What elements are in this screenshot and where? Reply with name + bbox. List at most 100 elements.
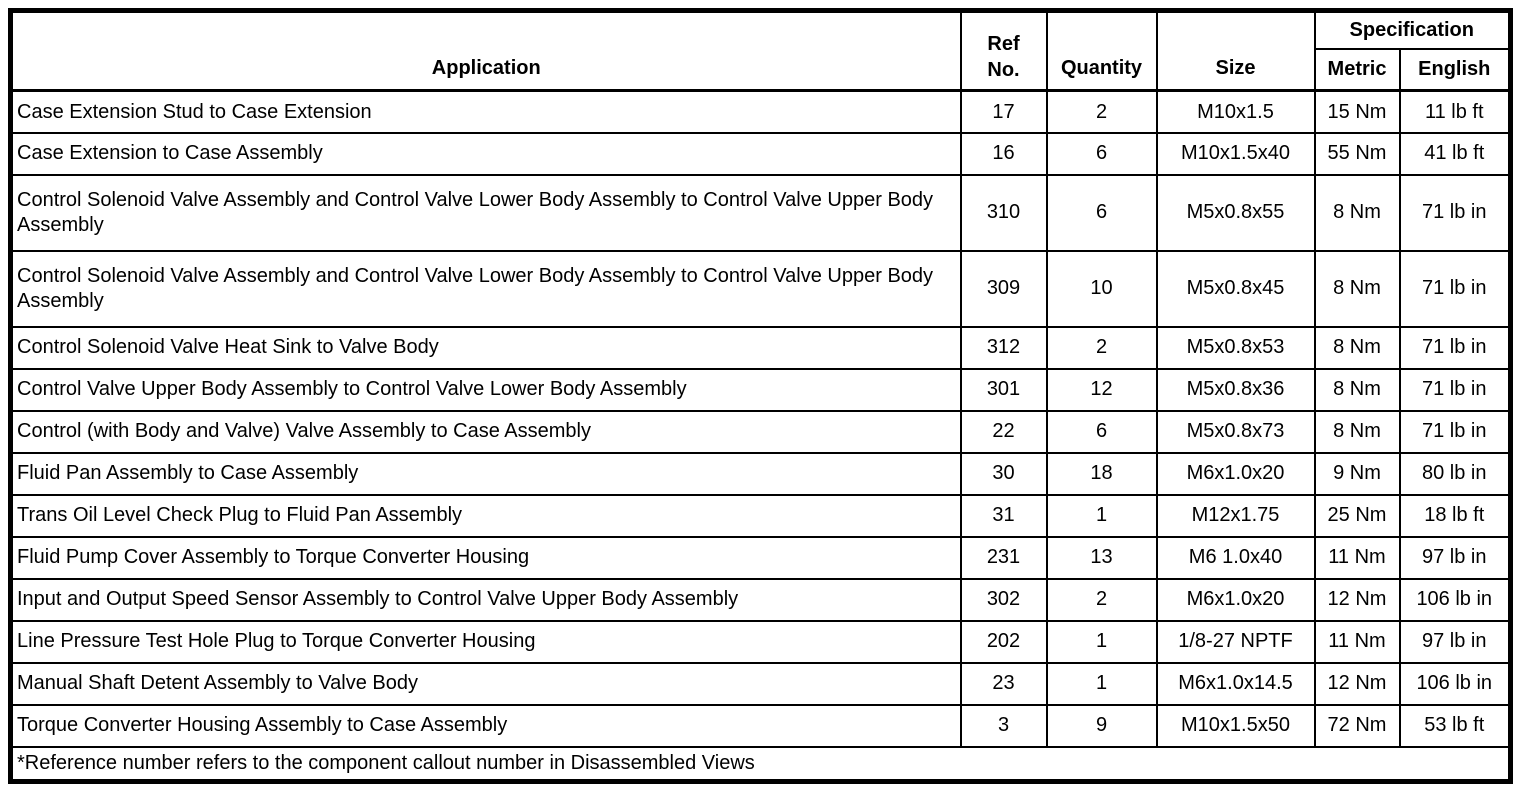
cell-english: 71 lb in	[1398, 325, 1512, 370]
cell-metric: 15 Nm	[1313, 89, 1401, 134]
cell-ref-no: 16	[959, 131, 1048, 176]
table-row: Control Solenoid Valve Assembly and Cont…	[9, 173, 1512, 252]
cell-size: M5x0.8x55	[1155, 173, 1316, 252]
cell-ref-no: 309	[959, 249, 1048, 328]
cell-ref-no: 231	[959, 535, 1048, 580]
cell-quantity: 18	[1045, 451, 1158, 496]
cell-ref-no: 202	[959, 619, 1048, 664]
cell-ref-no: 22	[959, 409, 1048, 454]
cell-size: M5x0.8x36	[1155, 367, 1316, 412]
cell-size: M6 1.0x40	[1155, 535, 1316, 580]
cell-size: M10x1.5x50	[1155, 703, 1316, 748]
cell-size: M5x0.8x73	[1155, 409, 1316, 454]
cell-application: Control Solenoid Valve Assembly and Cont…	[9, 249, 962, 328]
cell-ref-no: 301	[959, 367, 1048, 412]
cell-metric: 8 Nm	[1313, 249, 1401, 328]
cell-english: 71 lb in	[1398, 173, 1512, 252]
cell-quantity: 2	[1045, 577, 1158, 622]
cell-application: Torque Converter Housing Assembly to Cas…	[9, 703, 962, 748]
cell-metric: 11 Nm	[1313, 535, 1401, 580]
cell-ref-no: 3	[959, 703, 1048, 748]
fastener-specification-table: Application Ref No. Quantity Size Specif…	[8, 8, 1514, 784]
cell-metric: 9 Nm	[1313, 451, 1401, 496]
cell-ref-no: 31	[959, 493, 1048, 538]
cell-metric: 25 Nm	[1313, 493, 1401, 538]
table-row: Trans Oil Level Check Plug to Fluid Pan …	[9, 493, 1512, 538]
footnote-text: *Reference number refers to the componen…	[9, 745, 1512, 783]
table-row: Case Extension Stud to Case Extension 17…	[9, 89, 1512, 134]
col-header-application: Application	[9, 9, 962, 92]
cell-english: 71 lb in	[1398, 249, 1512, 328]
table-row: Control Valve Upper Body Assembly to Con…	[9, 367, 1512, 412]
cell-application: Control Solenoid Valve Assembly and Cont…	[9, 173, 962, 252]
cell-application: Fluid Pan Assembly to Case Assembly	[9, 451, 962, 496]
table-body: Case Extension Stud to Case Extension 1 7…	[9, 89, 1512, 748]
cell-metric: 8 Nm	[1313, 409, 1401, 454]
cell-size: M6x1.0x20	[1155, 451, 1316, 496]
cell-quantity: 12	[1045, 367, 1158, 412]
cell-metric: 8 Nm	[1313, 173, 1401, 252]
cell-english: 106 lb in	[1398, 577, 1512, 622]
cell-quantity: 1	[1045, 661, 1158, 706]
col-header-quantity: Quantity	[1045, 9, 1158, 92]
footnote-row: *Reference number refers to the componen…	[9, 745, 1512, 783]
cell-size: M5x0.8x53	[1155, 325, 1316, 370]
cell-metric: 12 Nm	[1313, 661, 1401, 706]
cell-size: M5x0.8x45	[1155, 249, 1316, 328]
table-row: Input and Output Speed Sensor Assembly t…	[9, 577, 1512, 622]
cell-size: 1/8-27 NPTF	[1155, 619, 1316, 664]
cell-application: Control Solenoid Valve Heat Sink to Valv…	[9, 325, 962, 370]
cell-english: 97 lb in	[1398, 535, 1512, 580]
table-row: Manual Shaft Detent Assembly to Valve Bo…	[9, 661, 1512, 706]
cell-application: Case Extension Stud to Case Extension	[9, 89, 962, 134]
cell-quantity: 9	[1045, 703, 1158, 748]
cell-quantity: 6	[1045, 173, 1158, 252]
table-row: Torque Converter Housing Assembly to Cas…	[9, 703, 1512, 748]
cell-english: 97 lb in	[1398, 619, 1512, 664]
cell-application: Trans Oil Level Check Plug to Fluid Pan …	[9, 493, 962, 538]
cell-quantity: 6	[1045, 131, 1158, 176]
cell-metric: 72 Nm	[1313, 703, 1401, 748]
cell-quantity: 13	[1045, 535, 1158, 580]
cell-english: 80 lb in	[1398, 451, 1512, 496]
cell-metric: 8 Nm	[1313, 325, 1401, 370]
cell-metric: 55 Nm	[1313, 131, 1401, 176]
col-header-english: English	[1398, 47, 1512, 92]
cell-metric: 11 Nm	[1313, 619, 1401, 664]
table-row: Control Solenoid Valve Heat Sink to Valv…	[9, 325, 1512, 370]
cell-english: 71 lb in	[1398, 367, 1512, 412]
col-header-ref-no: Ref No.	[959, 9, 1048, 92]
cell-application: Fluid Pump Cover Assembly to Torque Conv…	[9, 535, 962, 580]
cell-english: 41 lb ft	[1398, 131, 1512, 176]
cell-metric: 8 Nm	[1313, 367, 1401, 412]
cell-ref-no: 312	[959, 325, 1048, 370]
table-row: Fluid Pan Assembly to Case Assembly 30 1…	[9, 451, 1512, 496]
cell-english: 71 lb in	[1398, 409, 1512, 454]
cell-size: M6x1.0x20	[1155, 577, 1316, 622]
cell-size: M10x1.5x40	[1155, 131, 1316, 176]
cell-ref-no: 302	[959, 577, 1048, 622]
cell-english: 106 lb in	[1398, 661, 1512, 706]
cell-size: M10x1.5	[1155, 89, 1316, 134]
cell-application: Case Extension to Case Assembly	[9, 131, 962, 176]
cell-application: Control (with Body and Valve) Valve Asse…	[9, 409, 962, 454]
cell-ref-no: 23	[959, 661, 1048, 706]
table-header: Application Ref No. Quantity Size Specif…	[9, 9, 1512, 92]
col-header-metric: Metric	[1313, 47, 1401, 92]
table-row: Line Pressure Test Hole Plug to Torque C…	[9, 619, 1512, 664]
cell-size: M6x1.0x14.5	[1155, 661, 1316, 706]
table-row: Case Extension to Case Assembly 16 6 M10…	[9, 131, 1512, 176]
cell-quantity: 2	[1045, 89, 1158, 134]
table-row: Control Solenoid Valve Assembly and Cont…	[9, 249, 1512, 328]
cell-quantity: 10	[1045, 249, 1158, 328]
cell-quantity: 1	[1045, 493, 1158, 538]
table-row: Fluid Pump Cover Assembly to Torque Conv…	[9, 535, 1512, 580]
cell-metric: 12 Nm	[1313, 577, 1401, 622]
cell-application: Control Valve Upper Body Assembly to Con…	[9, 367, 962, 412]
cell-size: M12x1.75	[1155, 493, 1316, 538]
header-row-top: Application Ref No. Quantity Size Specif…	[9, 9, 1512, 92]
table-footer: *Reference number refers to the componen…	[9, 745, 1512, 783]
cell-quantity: 2	[1045, 325, 1158, 370]
cell-ref-no: 30	[959, 451, 1048, 496]
cell-application: Line Pressure Test Hole Plug to Torque C…	[9, 619, 962, 664]
